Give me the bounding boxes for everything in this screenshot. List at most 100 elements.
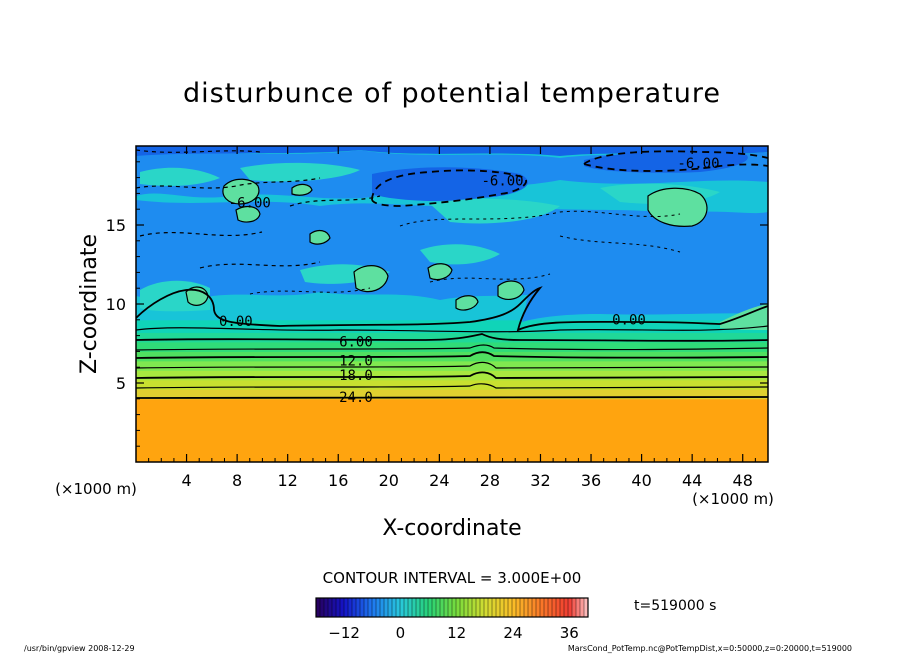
colorbar-cell xyxy=(464,598,469,617)
y-tick-label-0: 5 xyxy=(116,374,126,393)
contour-fill-layer-1 xyxy=(136,389,768,400)
x-tick-label-10: 44 xyxy=(682,471,702,490)
x-unit-label-left: (×1000 m) xyxy=(55,480,137,498)
x-tick-label-6: 28 xyxy=(480,471,500,490)
colorbar-cell xyxy=(444,598,449,617)
y-tick-label-1: 10 xyxy=(106,295,126,314)
colorbar-cell xyxy=(400,598,405,617)
y-axis-label: Z-coordinate xyxy=(77,234,102,374)
contour-label-1: -6.00 xyxy=(481,174,523,190)
contour-line-minus6-mid xyxy=(371,169,527,207)
contour-fill-layer-3 xyxy=(136,370,768,381)
x-tick-label-3: 16 xyxy=(328,471,348,490)
colorbar-cell xyxy=(408,598,413,617)
cyan-patch-b xyxy=(240,162,360,182)
green-blob-6 xyxy=(497,280,525,300)
colorbar-cell xyxy=(572,598,577,617)
contour-label-2: -6.00 xyxy=(677,156,719,172)
contour-fill-layer-6 xyxy=(136,341,768,352)
green-blob-9 xyxy=(309,229,331,245)
colorbar-cell xyxy=(484,598,489,617)
colorbar-cell xyxy=(388,598,393,617)
colorbar-cell xyxy=(392,598,397,617)
colorbar-cell xyxy=(460,598,465,617)
colorbar-cell xyxy=(440,598,445,617)
colorbar-cell xyxy=(360,598,365,617)
colorbar-cell xyxy=(528,598,533,617)
contour-line-21 xyxy=(136,383,768,389)
x-axis: 4 8 12 16 20 24 28 32 36 40 44 48 xyxy=(148,146,756,490)
colorbar-cell xyxy=(496,598,501,617)
contour-line-18 xyxy=(136,371,768,379)
x-tick-label-9: 40 xyxy=(631,471,651,490)
colorbar-cell xyxy=(556,598,561,617)
colorbar-cell xyxy=(456,598,461,617)
x-tick-label-7: 32 xyxy=(530,471,550,490)
x-tick-label-0: 4 xyxy=(181,471,191,490)
colorbar-cell xyxy=(504,598,509,617)
contour-lines xyxy=(136,149,768,399)
x-tick-label-4: 20 xyxy=(379,471,399,490)
contour-fill-layer-0 xyxy=(136,398,768,462)
deep-blue-patch-mid xyxy=(372,167,528,201)
colorbar-cell xyxy=(336,598,341,617)
colorbar-cell xyxy=(328,598,333,617)
green-blob-1 xyxy=(222,178,260,205)
chart-title: disturbunce of potential temperature xyxy=(183,78,721,109)
contour-line-minus3 xyxy=(249,210,681,295)
colorbar-cell xyxy=(472,598,477,617)
colorbar-cell xyxy=(432,598,437,617)
plot-area: -6.00 -6.00 -6.00 0.00 0.00 6.00 12.018.0 24.0 xyxy=(135,145,769,463)
contour-line-3 xyxy=(136,325,768,333)
colorbar: −12 0 12 24 36 xyxy=(315,597,589,642)
contour-line-24 xyxy=(136,396,768,399)
colorbar-cell xyxy=(512,598,517,617)
colorbar-cell xyxy=(544,598,549,617)
colorbar-cell xyxy=(376,598,381,617)
time-label: t=519000 s xyxy=(634,598,716,614)
contour-line-6 xyxy=(136,333,768,342)
deep-blue-band-top xyxy=(136,146,768,158)
colorbar-cell xyxy=(356,598,361,617)
blue-patch-right xyxy=(522,241,768,322)
contour-label-4: 0.00 xyxy=(612,313,646,329)
colorbar-cell xyxy=(568,598,573,617)
colorbar-cell xyxy=(524,598,529,617)
x-tick-label-5: 24 xyxy=(429,471,449,490)
contour-label-0: -6.00 xyxy=(229,196,271,212)
x-tick-label-8: 36 xyxy=(581,471,601,490)
colorbar-cell xyxy=(420,598,425,617)
colorbar-tick-label-1: 0 xyxy=(396,624,406,642)
colorbar-cell xyxy=(436,598,441,617)
colorbar-cell xyxy=(340,598,345,617)
colorbar-cell xyxy=(396,598,401,617)
colorbar-frame xyxy=(315,597,589,618)
colorbar-cell xyxy=(364,598,369,617)
colorbar-cell xyxy=(316,598,321,617)
colorbar-cell xyxy=(532,598,537,617)
colorbar-cell xyxy=(404,598,409,617)
colorbar-cell xyxy=(540,598,545,617)
cyan-patch-a xyxy=(140,167,220,186)
contour-label-5: 6.00 xyxy=(339,335,373,351)
colorbar-tick-label-0: −12 xyxy=(328,624,360,642)
contour-fill-layer-2 xyxy=(136,379,768,390)
contour-label-6: 12.0 xyxy=(339,354,373,370)
colorbar-cell xyxy=(584,598,589,617)
colorbar-cell xyxy=(552,598,557,617)
colorbar-cell xyxy=(324,598,329,617)
colorbar-cell xyxy=(380,598,385,617)
colorbar-cell xyxy=(488,598,493,617)
colorbar-cell xyxy=(416,598,421,617)
colorbar-cell xyxy=(536,598,541,617)
green-blob-2 xyxy=(235,205,261,223)
colorbar-cell xyxy=(320,598,325,617)
colorbar-cell xyxy=(424,598,429,617)
green-blob-8 xyxy=(455,295,479,311)
colorbar-cell xyxy=(516,598,521,617)
colorbar-tick-label-4: 36 xyxy=(560,624,579,642)
x-tick-label-1: 8 xyxy=(232,471,242,490)
footer-program: /usr/bin/gpview 2008-12-29 xyxy=(24,644,135,653)
colorbar-tick-label-3: 24 xyxy=(503,624,522,642)
